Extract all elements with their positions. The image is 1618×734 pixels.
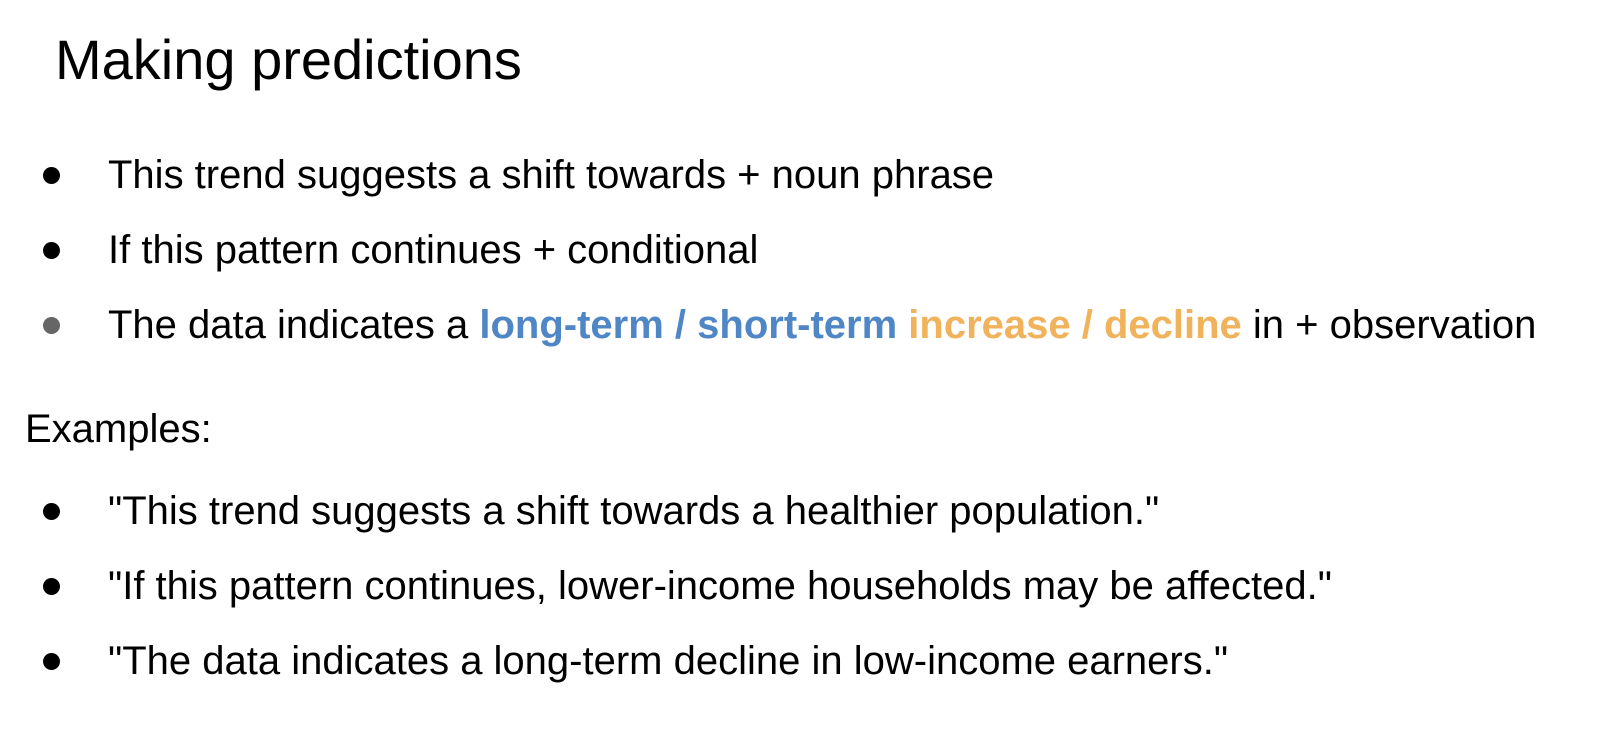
bullet-icon bbox=[43, 653, 60, 670]
example-text: "The data indicates a long-term decline … bbox=[108, 639, 1229, 683]
pattern-text: This trend suggests a shift towards + no… bbox=[108, 153, 995, 197]
bullet-icon bbox=[43, 242, 60, 259]
pattern-text: If this pattern continues + conditional bbox=[108, 228, 759, 272]
bullet-icon bbox=[43, 167, 60, 184]
example-text: "This trend suggests a shift towards a h… bbox=[108, 489, 1160, 533]
bullet-icon bbox=[43, 503, 60, 520]
duration-highlight: long-term / short-term bbox=[479, 303, 898, 347]
pattern-prefix: The data indicates a bbox=[108, 303, 480, 347]
examples-heading: Examples: bbox=[25, 407, 212, 451]
direction-highlight: increase / decline bbox=[908, 303, 1242, 347]
bullet-icon bbox=[43, 578, 60, 595]
example-text: "If this pattern continues, lower-income… bbox=[108, 564, 1332, 608]
page-title: Making predictions bbox=[55, 28, 522, 91]
spacer bbox=[897, 303, 908, 347]
bullet-icon bbox=[43, 317, 60, 334]
pattern-text: The data indicates a long-term / short-t… bbox=[108, 302, 1536, 348]
pattern-suffix: in + observation bbox=[1241, 303, 1537, 347]
